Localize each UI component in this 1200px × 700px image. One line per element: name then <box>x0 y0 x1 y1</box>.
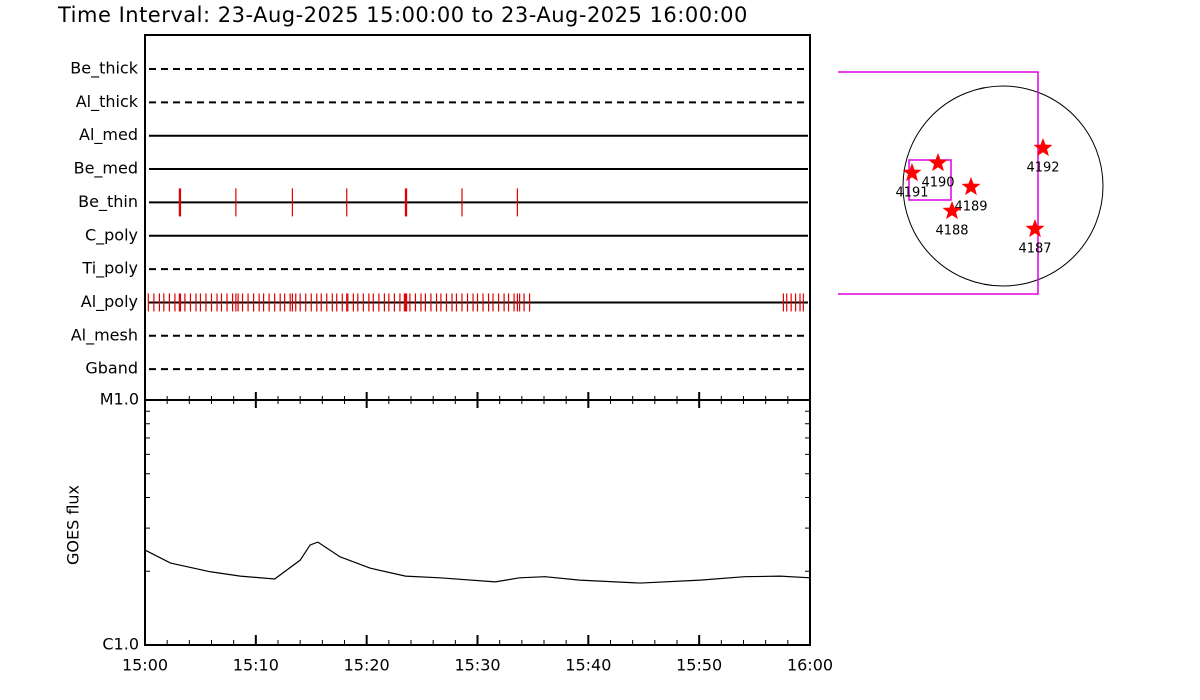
region-label: 4188 <box>935 224 968 239</box>
y-tick-label: M1.0 <box>100 390 139 409</box>
filter-label: Be_thin <box>78 192 138 212</box>
region-label: 4191 <box>895 186 928 201</box>
x-tick-label: 15:30 <box>454 656 500 675</box>
fov-box <box>838 71 1039 295</box>
x-tick-label: 15:00 <box>122 656 168 675</box>
region-label: 4192 <box>1026 161 1059 176</box>
filter-label: C_poly <box>85 225 138 245</box>
y-axis-label: GOES flux <box>64 485 83 565</box>
region-label: 4187 <box>1018 242 1051 257</box>
region-star <box>1033 138 1053 157</box>
region-label: 4190 <box>921 176 954 191</box>
chart-title: Time Interval: 23-Aug-2025 15:00:00 to 2… <box>57 3 748 27</box>
region-star <box>942 201 962 220</box>
region-label: 4189 <box>954 200 987 215</box>
filter-label: Al_poly <box>81 292 138 312</box>
x-tick-label: 15:10 <box>233 656 279 675</box>
region-star <box>902 163 922 182</box>
x-tick-label: 15:40 <box>565 656 611 675</box>
filter-label: Gband <box>85 359 138 378</box>
filter-label: Ti_poly <box>81 259 138 279</box>
filter-frame <box>144 34 811 401</box>
region-star <box>928 153 948 172</box>
solar-disk <box>902 85 1104 287</box>
filter-label: Be_med <box>74 159 138 179</box>
filter-label: Al_med <box>79 125 138 145</box>
region-star <box>1025 219 1045 238</box>
filter-label: Al_mesh <box>71 325 138 345</box>
x-tick-label: 15:50 <box>676 656 722 675</box>
filter-label: Be_thick <box>70 59 138 79</box>
filter-label: Al_thick <box>76 92 139 112</box>
x-tick-label: 16:00 <box>787 656 833 675</box>
region-star <box>961 177 981 196</box>
x-tick-label: 15:20 <box>344 656 390 675</box>
y-tick-label: C1.0 <box>102 635 139 654</box>
goes-frame <box>144 399 811 646</box>
goes-line <box>144 541 811 584</box>
